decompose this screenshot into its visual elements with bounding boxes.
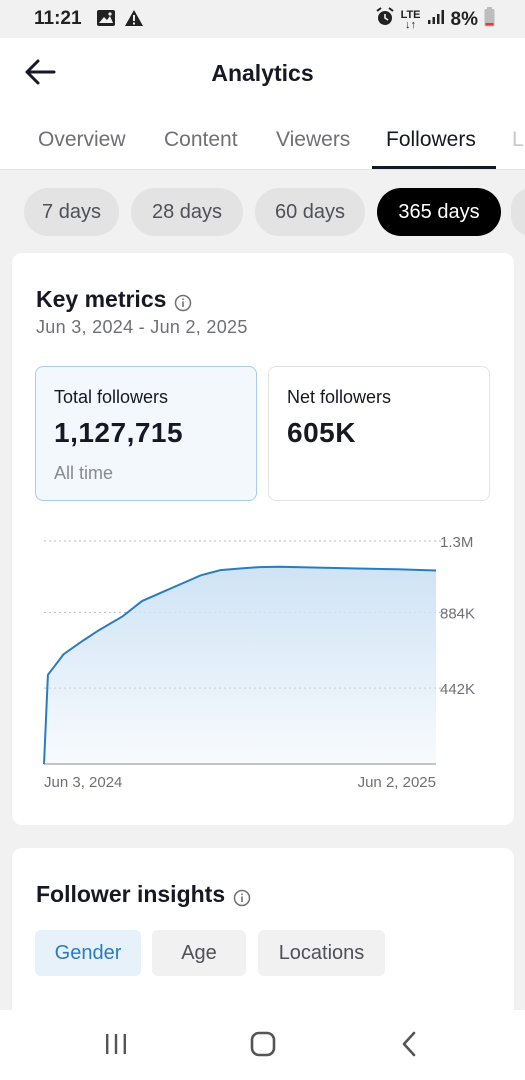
period-60-days[interactable]: 60 days bbox=[255, 188, 365, 236]
metric-label: Total followers bbox=[54, 387, 169, 407]
data-arrows: ↓↑ bbox=[405, 19, 417, 31]
tab-content[interactable]: Content bbox=[164, 128, 238, 151]
y-tick-label: 884K bbox=[440, 605, 475, 622]
key-metrics-card: Key metrics Jun 3, 2024 - Jun 2, 2025 To… bbox=[12, 253, 514, 825]
back-arrow-icon bbox=[24, 59, 56, 90]
battery-level: 8% bbox=[450, 9, 478, 30]
app-header: Analytics bbox=[0, 38, 525, 110]
alarm-icon bbox=[375, 7, 395, 33]
metric-value: 605K bbox=[287, 417, 356, 448]
followers-line bbox=[43, 565, 437, 765]
info-icon[interactable] bbox=[174, 291, 192, 311]
active-tab-indicator bbox=[372, 166, 496, 169]
metric-label: Net followers bbox=[287, 387, 392, 407]
insight-tab-locations[interactable]: Locations bbox=[258, 930, 385, 976]
back-button[interactable] bbox=[20, 56, 60, 92]
tab-overview[interactable]: Overview bbox=[38, 128, 126, 151]
metric-total-followers[interactable]: Total followers 1,127,715 All time bbox=[35, 366, 257, 501]
followers-chart: 442K 884K 1.3M Jun 3, 2024 Jun 2, 2025 bbox=[43, 534, 475, 791]
lte-icon: LTE ↓↑ bbox=[400, 9, 421, 31]
x-tick-label: Jun 3, 2024 bbox=[44, 774, 122, 791]
y-tick-label: 1.3M bbox=[440, 534, 473, 551]
nav-back-button[interactable] bbox=[389, 1030, 429, 1062]
recent-apps-icon bbox=[104, 1033, 128, 1060]
x-tick-label: Jun 2, 2025 bbox=[358, 774, 436, 791]
warning-icon bbox=[124, 9, 144, 32]
follower-insights-heading: Follower insights bbox=[36, 881, 251, 908]
status-bar: 11:21 LTE ↓↑ 8% bbox=[0, 0, 525, 38]
home-icon bbox=[250, 1031, 276, 1062]
tab-overflow-indicator[interactable]: L bbox=[512, 128, 524, 151]
followers-area bbox=[44, 566, 436, 764]
metric-net-followers[interactable]: Net followers 605K bbox=[268, 366, 490, 501]
image-icon bbox=[96, 9, 116, 32]
y-tick-label: 442K bbox=[440, 681, 475, 698]
info-icon[interactable] bbox=[233, 886, 251, 906]
insight-tab-age[interactable]: Age bbox=[152, 930, 246, 976]
system-nav-bar bbox=[0, 1010, 525, 1080]
recent-apps-button[interactable] bbox=[96, 1030, 136, 1062]
analytics-tabs: Overview Content Viewers Followers L bbox=[0, 110, 525, 170]
tab-followers[interactable]: Followers bbox=[386, 128, 476, 151]
period-overflow[interactable] bbox=[511, 188, 525, 236]
follower-insights-title: Follower insights bbox=[36, 881, 226, 907]
status-time: 11:21 bbox=[34, 8, 82, 29]
key-metrics-title: Key metrics bbox=[36, 286, 167, 312]
period-selector: 7 days 28 days 60 days 365 days bbox=[0, 170, 525, 254]
network-label: LTE bbox=[400, 9, 421, 21]
period-365-days[interactable]: 365 days bbox=[377, 188, 501, 236]
key-metrics-heading: Key metrics bbox=[36, 286, 192, 313]
metric-sub: All time bbox=[54, 463, 114, 483]
date-range: Jun 3, 2024 - Jun 2, 2025 bbox=[36, 317, 248, 337]
period-7-days[interactable]: 7 days bbox=[24, 188, 119, 236]
back-icon bbox=[400, 1031, 418, 1062]
metric-value: 1,127,715 bbox=[54, 417, 184, 448]
signal-icon bbox=[427, 9, 445, 31]
tab-viewers[interactable]: Viewers bbox=[276, 128, 351, 151]
period-28-days[interactable]: 28 days bbox=[131, 188, 243, 236]
battery-icon bbox=[484, 7, 495, 33]
page-title: Analytics bbox=[211, 60, 314, 86]
home-button[interactable] bbox=[243, 1030, 283, 1062]
insight-tab-gender[interactable]: Gender bbox=[35, 930, 141, 976]
